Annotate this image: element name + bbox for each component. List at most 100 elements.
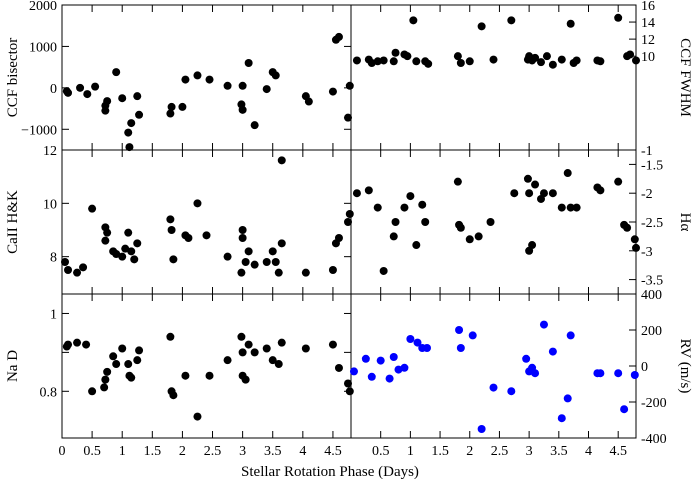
data-point [523,174,532,183]
data-point [79,263,88,272]
data-point [412,241,421,250]
y-tick-label: 0.8 [40,385,58,400]
data-point [277,239,286,248]
data-point [238,81,247,90]
data-point [563,394,572,403]
data-point [328,87,337,96]
data-point [181,371,190,380]
data-point [101,375,110,384]
x-tick-label: 2.5 [204,444,222,459]
data-point [367,372,376,381]
data-point [455,326,464,334]
x-tick-label: 3.5 [550,444,568,459]
data-point [539,189,548,198]
data-point [328,266,337,274]
data-point [244,59,253,67]
data-point [389,353,398,361]
data-point [566,331,575,340]
data-point [64,88,73,97]
y-tick-label: -1.5 [641,158,663,173]
data-point [379,56,388,65]
data-point [423,344,431,352]
data-point [118,252,127,261]
data-point [223,81,232,90]
data-point [557,414,566,423]
data-point [184,234,193,242]
data-point [343,379,352,388]
data-point [531,369,540,378]
data-points [352,13,640,69]
data-point [61,258,70,266]
data-point [486,218,495,226]
data-point [241,375,250,384]
y-tick-label: 1000 [29,40,57,55]
data-point [91,82,100,91]
data-point [542,52,551,61]
data-point [103,367,112,376]
data-point [412,57,421,66]
data-point [112,68,121,77]
data-point [167,226,176,234]
y-tick-label: −1000 [21,123,57,138]
data-points [62,32,354,165]
data-point [531,180,540,189]
data-point [73,268,82,277]
y-tick-label: 16 [641,0,655,14]
data-point [539,320,548,329]
data-point [548,347,557,356]
x-tick-label: 2.5 [491,444,509,459]
data-point [133,239,142,248]
data-point [345,210,354,218]
data-point [262,258,271,266]
y-tick-label: 10 [641,50,655,65]
data-point [409,16,418,25]
data-points [62,332,354,421]
data-point [124,128,133,137]
y-tick-label: 8 [50,251,57,266]
x-axis-label: Stellar Rotation Phase (Days) [241,464,419,479]
data-point [193,412,202,421]
x-tick-label: 3 [526,444,533,459]
data-point [237,332,246,341]
data-point [166,215,175,224]
data-point [250,348,259,357]
data-point [118,344,127,353]
panel-right-middle: -3.5 -3 -2.5 -2 -1.5 Hα [350,149,693,295]
x-tick-label: 0.5 [372,444,390,459]
data-point [489,383,498,392]
y-tick-label: 400 [641,288,662,303]
data-point [169,255,178,264]
data-point [193,71,202,80]
data-point [620,405,629,414]
data-point [632,243,640,252]
y-tick-label: -400 [641,432,667,447]
data-point [403,52,412,61]
data-point [328,340,337,349]
data-point [127,373,136,382]
data-point [572,203,581,212]
data-point [112,360,121,369]
panel-left-middle: 8 10 12 CaII H&K [5,144,354,295]
data-point [507,16,516,25]
data-point [477,425,486,433]
x-tick-label: 0 [59,444,66,459]
data-point [389,232,398,241]
x-tick-label: 3.5 [264,444,282,459]
y-tick-label: -2.5 [641,216,663,231]
y-axis-label: Hα [677,213,693,232]
y-tick-label: 0 [50,82,57,97]
panel-right-bottom: -400 -200 0 200 400 0.5 1 1.5 2 2.5 3 3.5 4 4.5 RV (m/… [349,288,693,459]
data-point [379,266,388,275]
data-point [277,156,286,165]
data-point [406,335,415,343]
data-point [468,331,477,340]
data-point [83,90,92,99]
data-point [349,367,358,376]
y-axis-label: RV (m/s) [677,339,693,394]
data-point [262,85,271,94]
data-point [343,113,352,122]
data-point [133,92,142,101]
data-point [389,57,398,66]
x-tick-label: 1 [407,444,414,459]
